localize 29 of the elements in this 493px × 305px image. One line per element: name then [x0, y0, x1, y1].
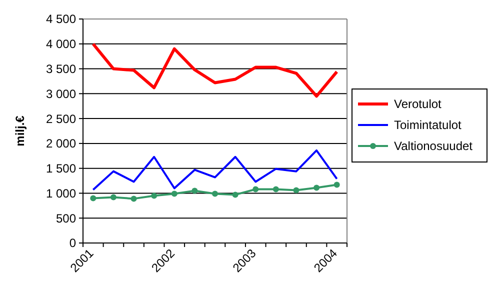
point — [151, 192, 158, 199]
y-tick-label: 2 500 — [46, 112, 76, 126]
point — [334, 182, 340, 188]
y-axis-title: milj.€ — [13, 115, 27, 146]
y-tick-label: 4 000 — [46, 37, 76, 52]
y-tick-label: 4 500 — [46, 12, 76, 26]
legend-label: Verotulot — [394, 97, 442, 112]
point — [90, 195, 96, 202]
legend-label: Toimintatulot — [394, 118, 462, 132]
y-tick-label: 500 — [56, 211, 76, 226]
point — [130, 196, 137, 202]
y-tick-label: 1 500 — [46, 162, 76, 176]
point — [212, 190, 218, 197]
legend-label: Valtionosuudet — [394, 139, 474, 154]
point — [252, 186, 259, 192]
point — [110, 194, 116, 200]
point — [192, 188, 198, 194]
line-series — [92, 42, 338, 98]
point — [272, 186, 279, 192]
y-tick-label: 3 000 — [46, 86, 76, 101]
y-tick-label: 2 000 — [46, 136, 76, 151]
y-tick-label: 3 500 — [46, 62, 76, 76]
y-tick-label: 1 000 — [46, 186, 76, 200]
line-series — [92, 149, 338, 191]
point — [232, 192, 238, 198]
point — [314, 184, 320, 191]
point — [171, 190, 178, 197]
y-tick-label: 0 — [69, 236, 76, 250]
point — [293, 187, 300, 194]
